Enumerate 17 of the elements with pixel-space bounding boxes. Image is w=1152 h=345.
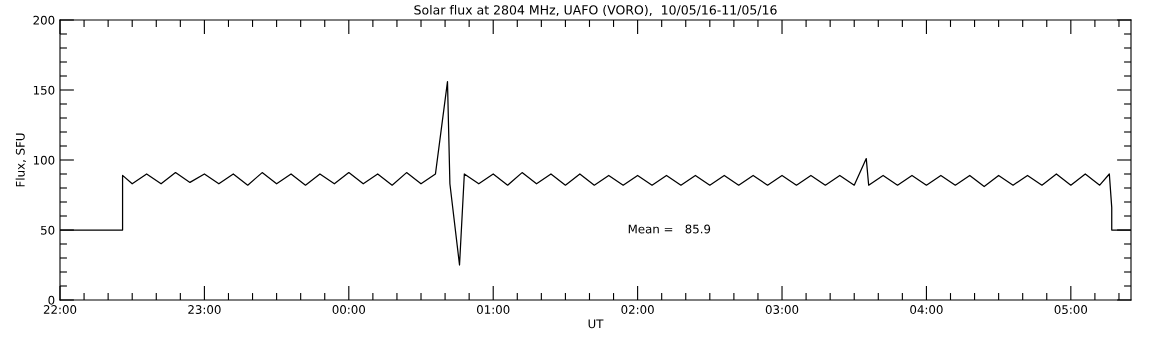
annotation: Mean = 85.9 <box>628 224 711 234</box>
x-tick-label: 23:00 <box>188 305 221 314</box>
x-tick-label: 01:00 <box>476 305 510 314</box>
x-tick-label: 02:00 <box>621 305 654 314</box>
x-axis-title: UT <box>588 319 604 329</box>
chart-title: Solar flux at 2804 MHz, UAFO (VORO), 10/05/16-11/05/16 <box>414 4 777 17</box>
x-tick-label: 04:00 <box>910 305 943 314</box>
x-tick-label: 03:00 <box>765 305 799 314</box>
x-tick-label: 05:00 <box>1054 305 1088 314</box>
x-tick-label: 22:00 <box>43 305 77 314</box>
y-tick-label: 0 <box>48 295 55 305</box>
x-tick-label: 00:00 <box>332 305 366 314</box>
y-tick-label: 150 <box>33 85 55 95</box>
y-tick-label: 200 <box>33 15 55 25</box>
y-tick-label: 100 <box>33 155 55 165</box>
y-tick-label: 50 <box>41 225 55 235</box>
y-axis-title: Flux, SFU <box>15 133 26 187</box>
